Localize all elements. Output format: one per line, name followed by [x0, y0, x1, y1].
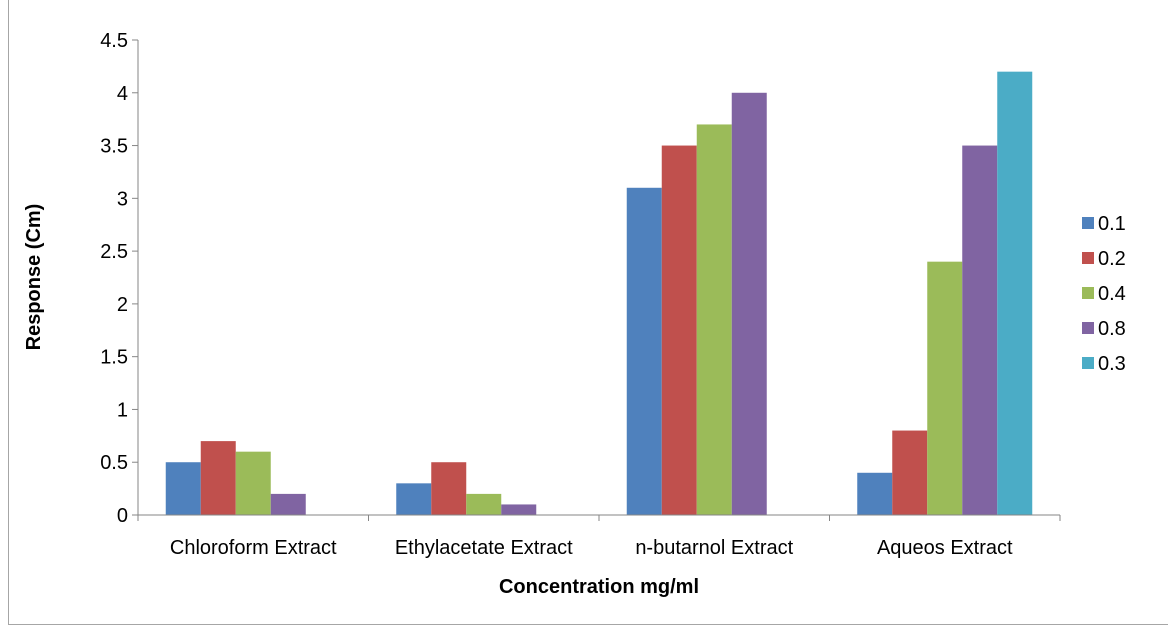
bar-series-0.2-1 [431, 462, 467, 515]
x-tick-label: Chloroform Extract [170, 537, 337, 559]
bar-series-0.1-1 [396, 483, 432, 515]
legend-swatch [1082, 217, 1094, 229]
legend-swatch [1082, 322, 1094, 334]
bar-series-0.3-3 [997, 71, 1033, 516]
x-axis-ticks: Chloroform Extract Ethylacetate Extract n-… [137, 515, 1061, 559]
legend-label: 0.2 [1098, 248, 1126, 270]
chart-frame [8, 0, 1168, 625]
x-axis-title: Concentration mg/ml [499, 576, 699, 598]
bar-series-0.4-1 [466, 493, 502, 515]
x-tick-label: Ethylacetate Extract [395, 537, 573, 559]
bar-series-0.8-3 [962, 145, 998, 516]
legend: 0.1 0.2 0.4 0.8 0.3 [1082, 213, 1126, 375]
bar-series-0.2-0 [200, 441, 236, 515]
bar-series-0.2-3 [892, 430, 928, 515]
legend-swatch [1082, 287, 1094, 299]
x-tick-label: n-butarnol Extract [635, 537, 793, 559]
bar-series-0.1-3 [857, 472, 893, 515]
y-axis-ticks: 0 0.5 1 1.5 2 2.5 3 3.5 4 4.5 [100, 30, 138, 527]
y-tick-label: 2 [117, 294, 128, 316]
bar-series-0.4-3 [927, 261, 963, 515]
bar-series-0.4-0 [235, 451, 271, 515]
y-tick-label: 3 [117, 188, 128, 210]
y-tick-label: 0.5 [100, 452, 128, 474]
y-axis-title: Response (Cm) [23, 204, 45, 351]
y-tick-label: 1 [117, 399, 128, 421]
bar-series-0.1-0 [165, 462, 201, 515]
legend-label: 0.1 [1098, 213, 1126, 235]
legend-label: 0.8 [1098, 318, 1126, 340]
y-tick-label: 1.5 [100, 347, 128, 369]
y-tick-label: 3.5 [100, 136, 128, 158]
legend-swatch [1082, 357, 1094, 369]
y-tick-label: 4.5 [100, 30, 128, 52]
legend-swatch [1082, 252, 1094, 264]
bars [165, 71, 1033, 516]
bar-series-0.8-0 [270, 493, 306, 515]
legend-label: 0.3 [1098, 353, 1126, 375]
bar-series-0.8-2 [731, 92, 767, 516]
bar-series-0.4-2 [696, 124, 732, 515]
bar-series-0.8-1 [501, 504, 537, 515]
y-tick-label: 2.5 [100, 241, 128, 263]
y-tick-label: 0 [117, 505, 128, 527]
bar-series-0.2-2 [661, 145, 697, 516]
x-tick-label: Aqueos Extract [877, 537, 1013, 559]
bar-series-0.1-2 [626, 187, 662, 515]
y-tick-label: 4 [117, 83, 128, 105]
legend-label: 0.4 [1098, 283, 1126, 305]
